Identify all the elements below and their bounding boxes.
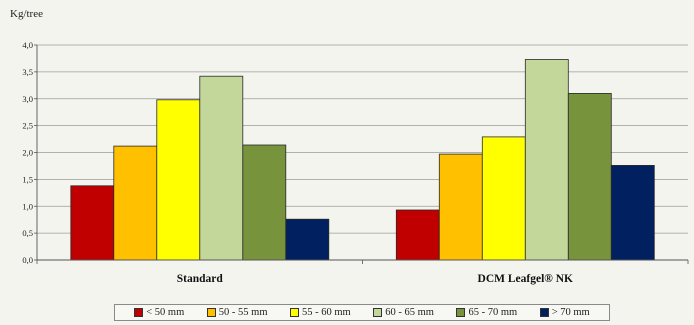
bar <box>156 99 201 261</box>
y-tick-label: 0,5 <box>22 228 33 238</box>
axes: 0,0 0,5 1,0 1,5 2,0 2,5 3,0 3,5 4,0 Standard DCM L… <box>22 40 689 285</box>
legend-label: 60 - 65 mm <box>385 307 434 318</box>
bar <box>242 144 287 261</box>
bar <box>481 136 526 261</box>
legend-swatch <box>290 308 300 317</box>
bar <box>113 145 158 261</box>
legend-item: 55 - 60 mm <box>290 307 351 318</box>
legend-swatch <box>134 308 144 317</box>
legend-item: 50 - 55 mm <box>206 307 268 318</box>
y-tick-label: 3,5 <box>22 67 33 77</box>
legend: < 50 mm 50 - 55 mm 55 - 60 mm 60 - 65 mm 65 … <box>114 304 610 321</box>
y-tick-label: 3,0 <box>22 94 33 104</box>
legend-swatch <box>456 308 466 317</box>
legend-swatch <box>539 308 549 317</box>
y-tick-label: 4,0 <box>22 40 33 50</box>
x-category-label: DCM Leafgel® NK <box>478 273 574 285</box>
y-tick-label: 2,0 <box>22 148 33 158</box>
legend-item: > 70 mm <box>539 307 590 318</box>
bar <box>70 185 115 261</box>
bars <box>70 59 655 261</box>
legend-swatch <box>206 308 216 317</box>
bar <box>395 209 440 261</box>
legend-swatch <box>373 308 383 317</box>
y-axis-label: Kg/tree <box>10 8 43 20</box>
bar <box>610 164 655 261</box>
bar <box>524 59 569 261</box>
legend-label: 50 - 55 mm <box>218 307 268 318</box>
legend-item: 60 - 65 mm <box>373 307 434 318</box>
y-tick-label: 2,5 <box>22 121 33 131</box>
legend-label: 65 - 70 mm <box>468 307 518 318</box>
y-tick-label: 1,5 <box>22 174 33 184</box>
bar <box>285 218 330 261</box>
x-category-label: Standard <box>177 273 224 285</box>
bar <box>199 75 244 261</box>
legend-item: 65 - 70 mm <box>456 307 517 318</box>
legend-label: 55 - 60 mm <box>302 307 351 318</box>
y-tick-label: 1,0 <box>22 201 33 211</box>
legend-label: < 50 mm <box>146 307 185 318</box>
bar <box>438 153 483 261</box>
legend-item: < 50 mm <box>134 307 184 318</box>
bar <box>567 93 612 261</box>
y-tick-label: 0,0 <box>22 255 33 265</box>
legend-label: > 70 mm <box>551 307 590 318</box>
